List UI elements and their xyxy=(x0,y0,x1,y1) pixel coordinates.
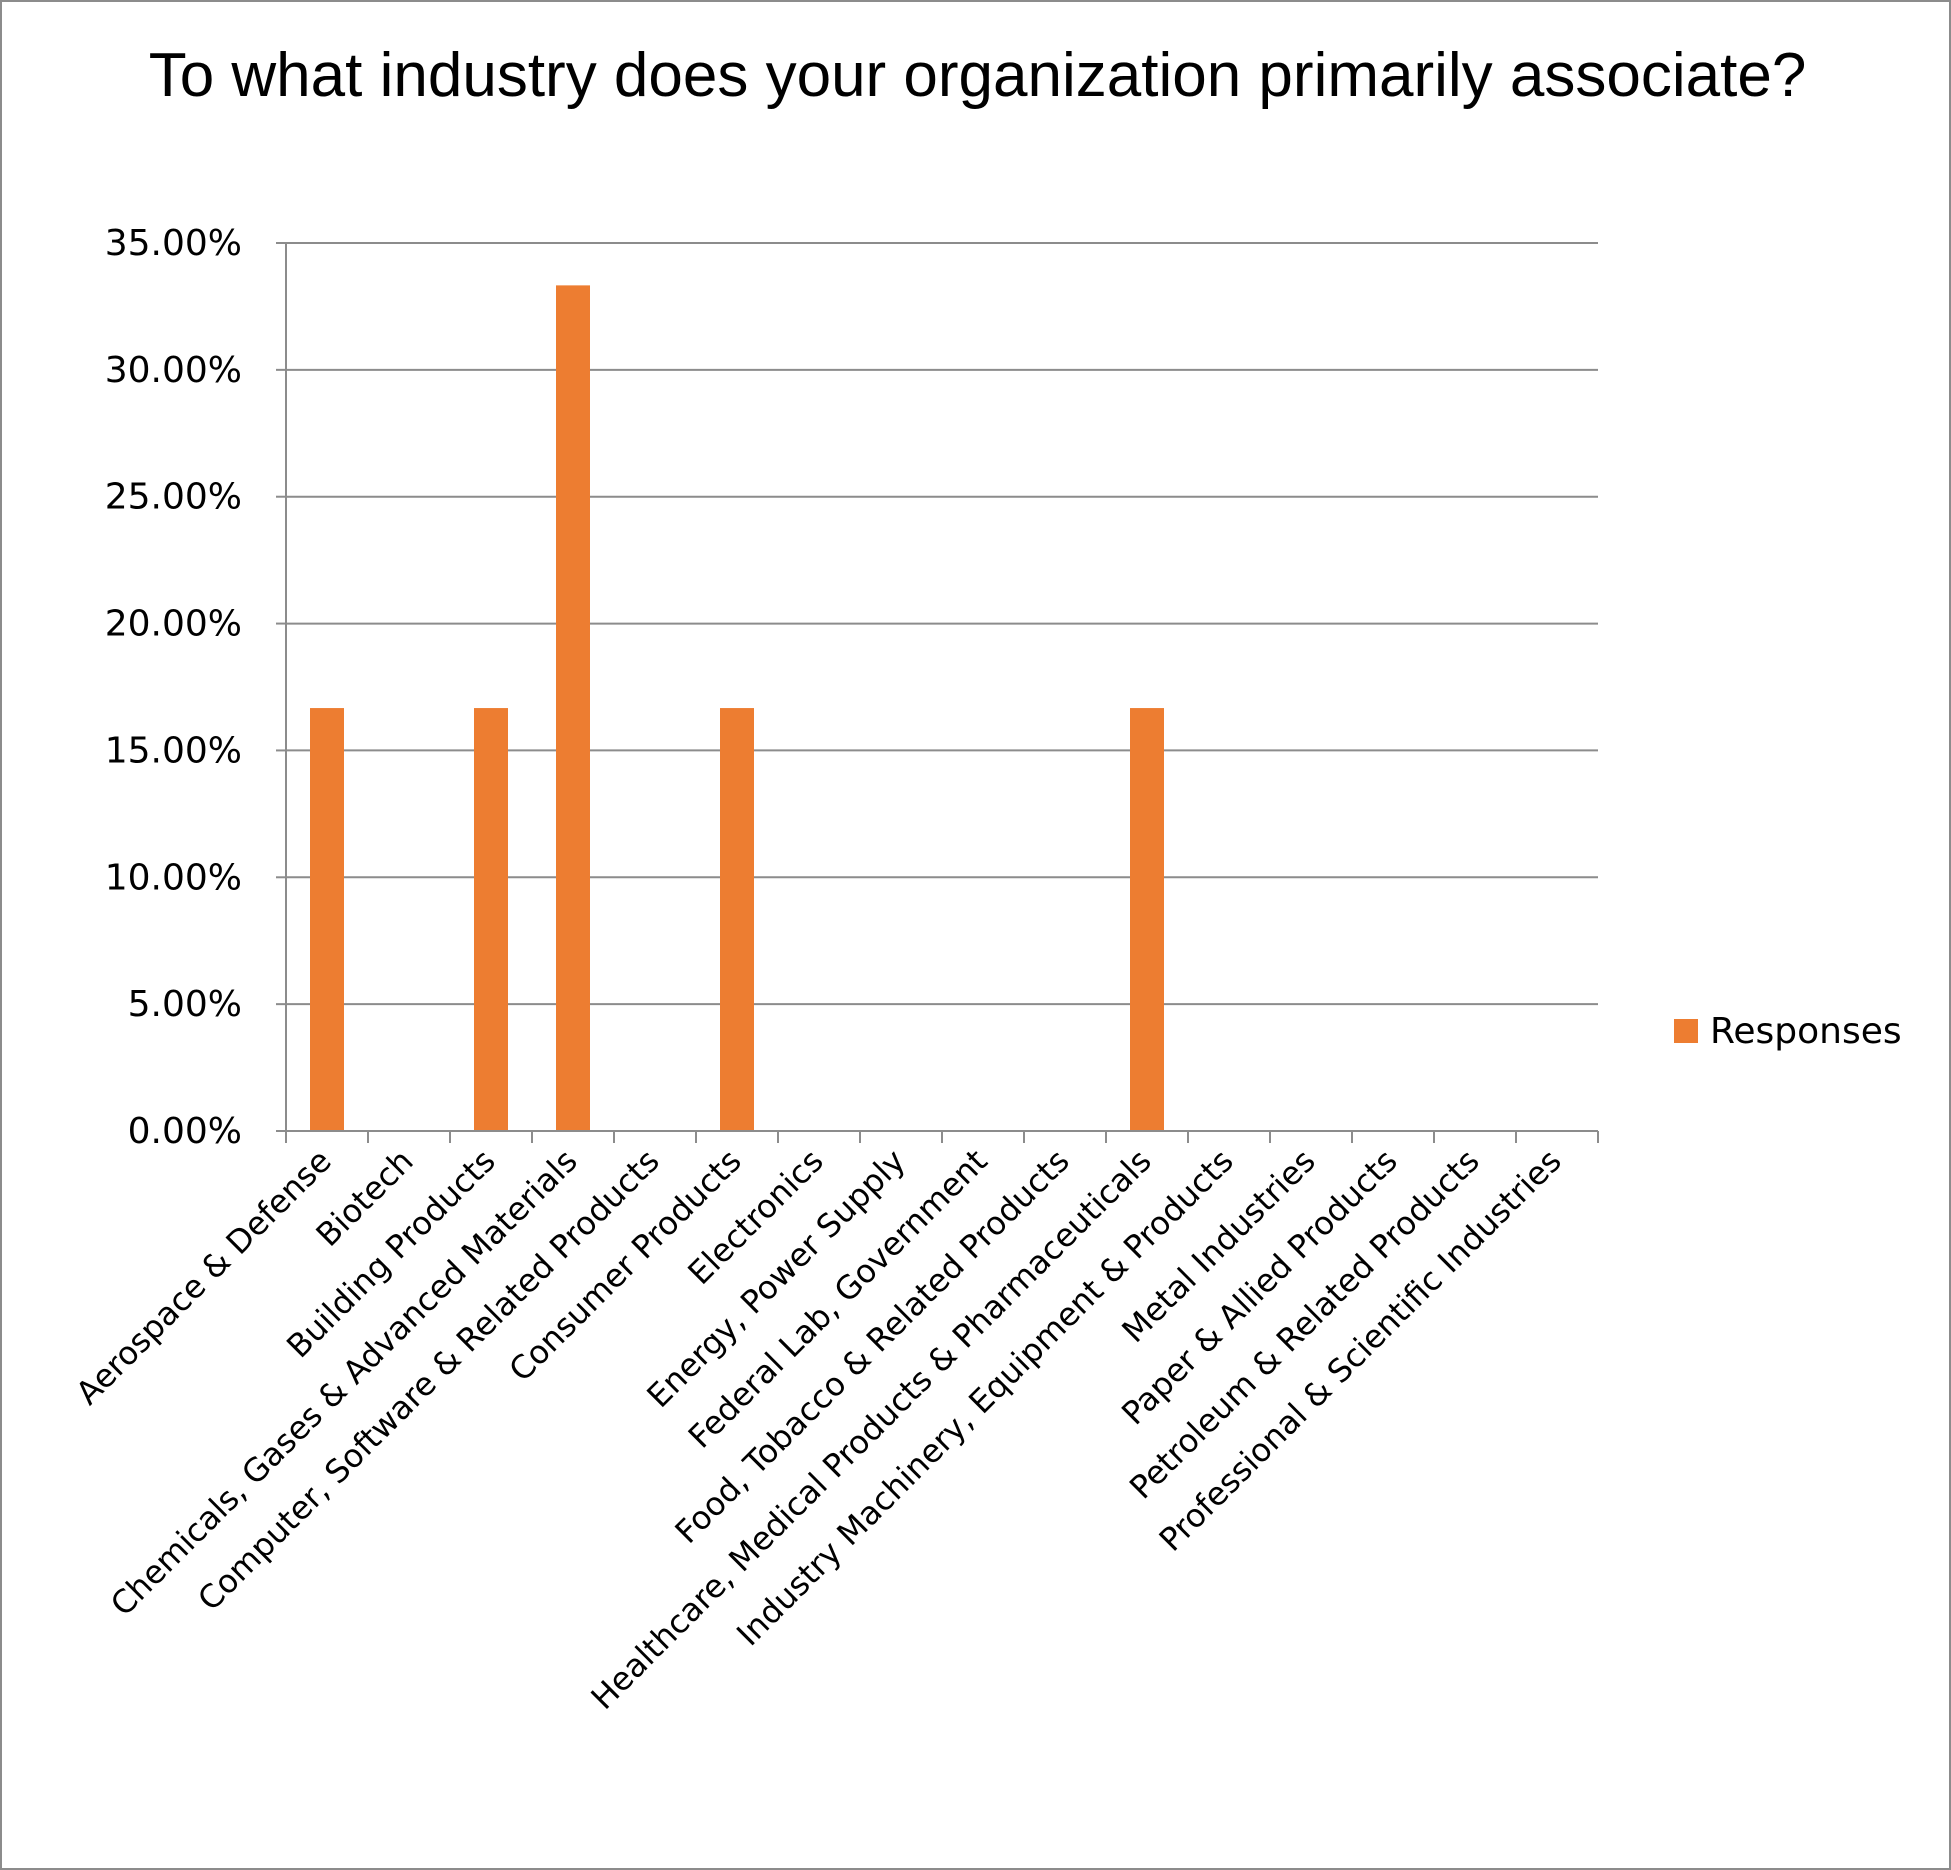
y-tick-label: 30.00% xyxy=(105,350,242,391)
y-tick-label: 35.00% xyxy=(105,223,242,264)
legend: Responses xyxy=(1674,1011,1902,1052)
chart-title: To what industry does your organization … xyxy=(148,41,1807,110)
bar xyxy=(556,285,590,1131)
bars xyxy=(310,285,1164,1131)
y-tick-label: 0.00% xyxy=(128,1111,242,1152)
legend-swatch xyxy=(1674,1019,1698,1043)
bar xyxy=(474,708,508,1131)
legend-label: Responses xyxy=(1710,1011,1902,1052)
labels: 0.00% 5.00% 10.00% 15.00% 20.00% 25.00% 30.00%… xyxy=(68,223,1568,1717)
y-tick-label: 25.00% xyxy=(105,477,242,518)
y-tick-label: 20.00% xyxy=(105,604,242,645)
x-category-label: Aerospace & Defense xyxy=(68,1142,338,1412)
y-tick-label: 5.00% xyxy=(128,984,242,1025)
y-tick-label: 10.00% xyxy=(105,857,242,898)
y-tick-label: 15.00% xyxy=(105,730,242,771)
bar xyxy=(720,708,754,1131)
bar xyxy=(310,708,344,1131)
bar xyxy=(1130,708,1164,1131)
axes xyxy=(276,242,1599,1143)
